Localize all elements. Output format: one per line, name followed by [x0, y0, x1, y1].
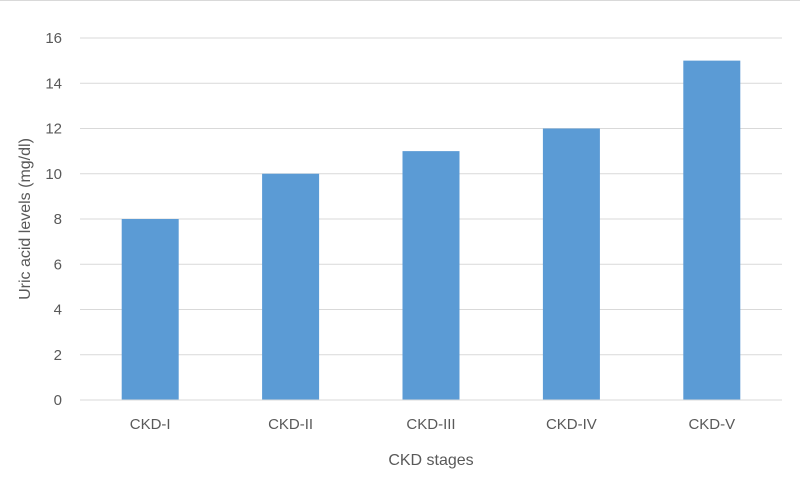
- bar-ckd-iii: [402, 151, 460, 400]
- bar-ckd-iv: [542, 128, 600, 400]
- x-tick-label: CKD-I: [130, 416, 171, 433]
- x-tick-label: CKD-II: [268, 416, 313, 433]
- y-tick-label: 12: [45, 121, 62, 138]
- bar-ckd-ii: [262, 173, 320, 400]
- bars: [121, 60, 741, 400]
- x-tick-label: CKD-V: [688, 416, 735, 433]
- y-tick-label: 6: [54, 256, 62, 273]
- y-tick-label: 8: [54, 211, 62, 228]
- bar-ckd-v: [683, 60, 741, 400]
- y-tick-label: 4: [54, 302, 62, 319]
- bar-ckd-i: [121, 219, 179, 400]
- y-tick-label: 2: [54, 347, 62, 364]
- x-tick-label: CKD-III: [406, 416, 455, 433]
- y-tick-label: 14: [45, 75, 62, 92]
- y-tick-label: 0: [54, 392, 62, 409]
- x-axis-tick-labels: CKD-I CKD-II CKD-III CKD-IV CKD-V: [130, 416, 735, 433]
- x-tick-label: CKD-IV: [546, 416, 597, 433]
- y-axis-title: Uric acid levels (mg/dl): [17, 138, 34, 300]
- y-tick-label: 16: [45, 30, 62, 47]
- x-axis-title: CKD stages: [388, 452, 473, 469]
- y-axis-tick-labels: 0 2 4 6 8 10 12 14 16: [45, 30, 62, 409]
- y-tick-label: 10: [45, 166, 62, 183]
